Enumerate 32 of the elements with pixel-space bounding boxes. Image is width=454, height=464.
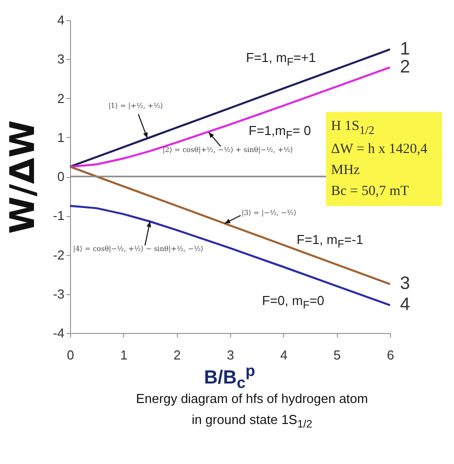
annotation: ΔW = h x 1420,4 MHz xyxy=(331,141,428,180)
y-tick-label: -4 xyxy=(52,326,64,340)
y-axis-title: W/ΔW xyxy=(2,120,43,234)
annotation: H 1S$_{1/2}$ xyxy=(331,118,376,139)
series-label: 2 xyxy=(400,56,410,76)
line-series xyxy=(69,166,391,286)
annotation: F=1,m$_{F}$= 0 xyxy=(248,122,311,142)
annotation: Bc = 50,7 mT xyxy=(331,183,410,202)
x-tick-label: 2 xyxy=(174,348,181,362)
y-tick-label: 2 xyxy=(57,90,64,106)
text: Energy diagram of hfs of hydrogen atom in ground state 1S$_{1/2}$ xyxy=(135,390,369,432)
y-tick-label: 3 xyxy=(57,52,64,67)
x-tick-label: 4 xyxy=(280,348,288,362)
series-label: 1 xyxy=(400,38,410,58)
series-label: 4 xyxy=(400,294,410,314)
annotation: F=0, m$_{F}$=0 xyxy=(262,292,324,312)
line-series xyxy=(69,204,391,306)
y-tick-label: 0 xyxy=(57,169,64,184)
y-tick-label: 4 xyxy=(57,12,64,28)
annotation: F=1, m$_{F}$=+1 xyxy=(246,50,316,69)
y-tick-label: -1 xyxy=(52,208,64,224)
x-tick-label: 5 xyxy=(334,348,341,362)
series-label: 3 xyxy=(400,273,410,294)
annotation: F=1, m$_{F}$=-1 xyxy=(296,232,364,251)
x-tick-label: 3 xyxy=(226,348,234,362)
y-tick-label: -2 xyxy=(52,247,64,262)
y-tick-label: 1 xyxy=(57,130,64,145)
y-tick-label: -3 xyxy=(52,286,64,302)
note-panel: H 1S$_{1/2}$ ΔW = h x 1420,4 MHz Bc = 50,7 mT xyxy=(326,112,442,206)
x-tick-label: 6 xyxy=(386,348,394,362)
x-tick-label: 0 xyxy=(66,348,74,362)
x-tick-label: 1 xyxy=(120,348,128,362)
